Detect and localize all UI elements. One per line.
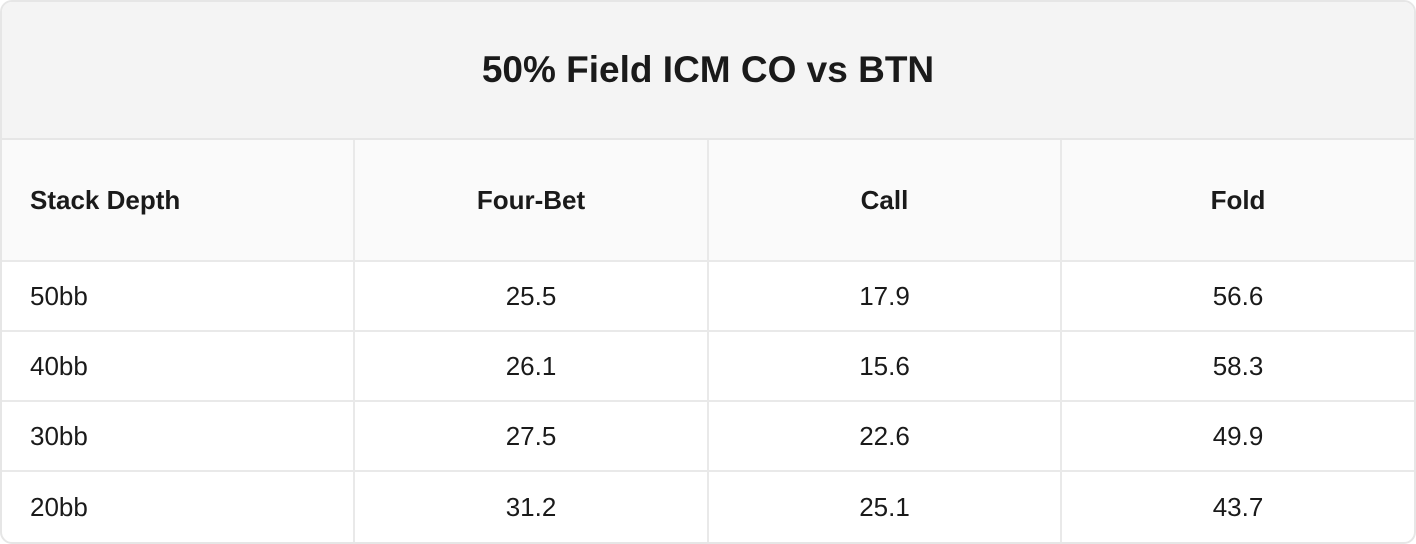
table-cell: 25.1 <box>709 472 1062 542</box>
table-cell: 22.6 <box>709 402 1062 470</box>
table-row: 40bb 26.1 15.6 58.3 <box>2 332 1414 402</box>
header-cell: Fold <box>1210 184 1266 215</box>
header-row: Stack Depth Four-Bet Call Fold <box>2 140 1414 262</box>
table-cell: 26.1 <box>355 332 709 400</box>
table-cell: 40bb <box>2 332 355 400</box>
table-cell: 43.7 <box>1212 491 1264 522</box>
table-cell: 27.5 <box>355 402 709 470</box>
table-cell: 30bb <box>2 402 355 470</box>
table-row: 50bb 25.5 17.9 56.6 <box>2 262 1414 332</box>
table-row: 30bb 27.5 22.6 49.9 <box>2 402 1414 472</box>
table-cell: 56.6 <box>1212 280 1264 311</box>
table-row: 20bb 31.2 25.1 43.7 <box>2 472 1414 542</box>
header-cell: Stack Depth <box>2 140 355 260</box>
table-cell: 31.2 <box>355 472 709 542</box>
header-cell: Four-Bet <box>355 140 709 260</box>
table-cell: 58.3 <box>1212 350 1264 381</box>
table-cell: 49.9 <box>1212 420 1264 451</box>
table-cell: 17.9 <box>709 262 1062 330</box>
table-cell: 20bb <box>2 472 355 542</box>
table-cell: 15.6 <box>709 332 1062 400</box>
table-cell: 50bb <box>2 262 355 330</box>
table: Stack Depth Four-Bet Call Fold 50bb 25.5 17.9 5… <box>2 140 1414 542</box>
header-cell: Call <box>709 140 1062 260</box>
table-cell: 25.5 <box>355 262 709 330</box>
table-title: 50% Field ICM CO vs BTN <box>2 2 1414 140</box>
